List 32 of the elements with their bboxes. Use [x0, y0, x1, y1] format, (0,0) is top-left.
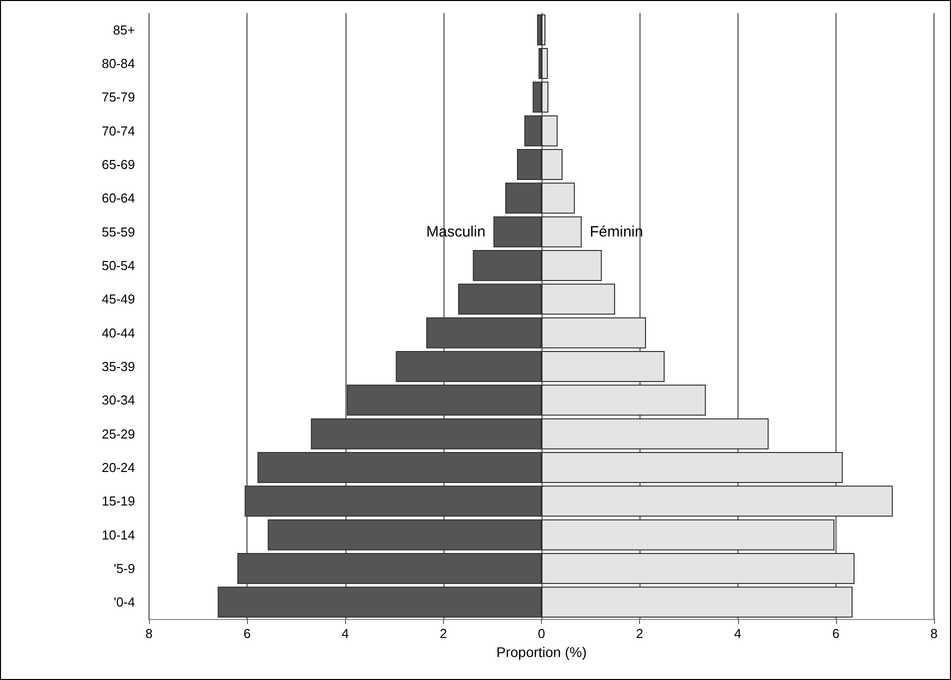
x-tick-label: 2 — [440, 626, 447, 641]
y-tick-label: 35-39 — [102, 359, 135, 374]
series-label: Féminin — [590, 223, 644, 240]
x-tick-label: 8 — [930, 626, 938, 641]
y-tick-label: '0-4 — [114, 594, 135, 610]
y-tick-label: 30-34 — [102, 392, 135, 408]
y-tick-label: 15-19 — [102, 494, 135, 509]
y-tick-label: 10-14 — [102, 527, 135, 542]
x-tick-label: 8 — [145, 626, 153, 641]
bar — [542, 48, 548, 79]
y-tick-label: 20-24 — [102, 460, 135, 475]
y-tick-label: '5-9 — [114, 561, 135, 576]
x-axis-title: Proportion (%) — [496, 644, 587, 660]
y-tick-label: 70-74 — [102, 123, 135, 138]
y-tick-label: 85+ — [112, 22, 135, 38]
x-tick-label: 6 — [244, 626, 251, 641]
y-tick-label: 25-29 — [102, 426, 135, 442]
y-tick-label: 80-84 — [102, 56, 135, 71]
y-tick-label: 45-49 — [102, 292, 135, 307]
y-tick-label: 75-79 — [102, 90, 135, 105]
y-tick-label: 65-69 — [102, 157, 135, 172]
x-tick-label: 6 — [832, 626, 840, 641]
y-tick-label: 50-54 — [102, 258, 135, 273]
x-tick-label: 2 — [636, 626, 644, 641]
x-tick-label: 4 — [734, 626, 742, 641]
x-tick-label: 4 — [342, 626, 349, 641]
y-tick-label: 55-59 — [102, 224, 135, 240]
y-tick-label: 60-64 — [102, 190, 135, 206]
bar — [537, 14, 542, 46]
x-tick-label: 0 — [538, 626, 546, 641]
series-label: Masculin — [426, 223, 486, 240]
y-tick-label: 40-44 — [102, 325, 135, 340]
